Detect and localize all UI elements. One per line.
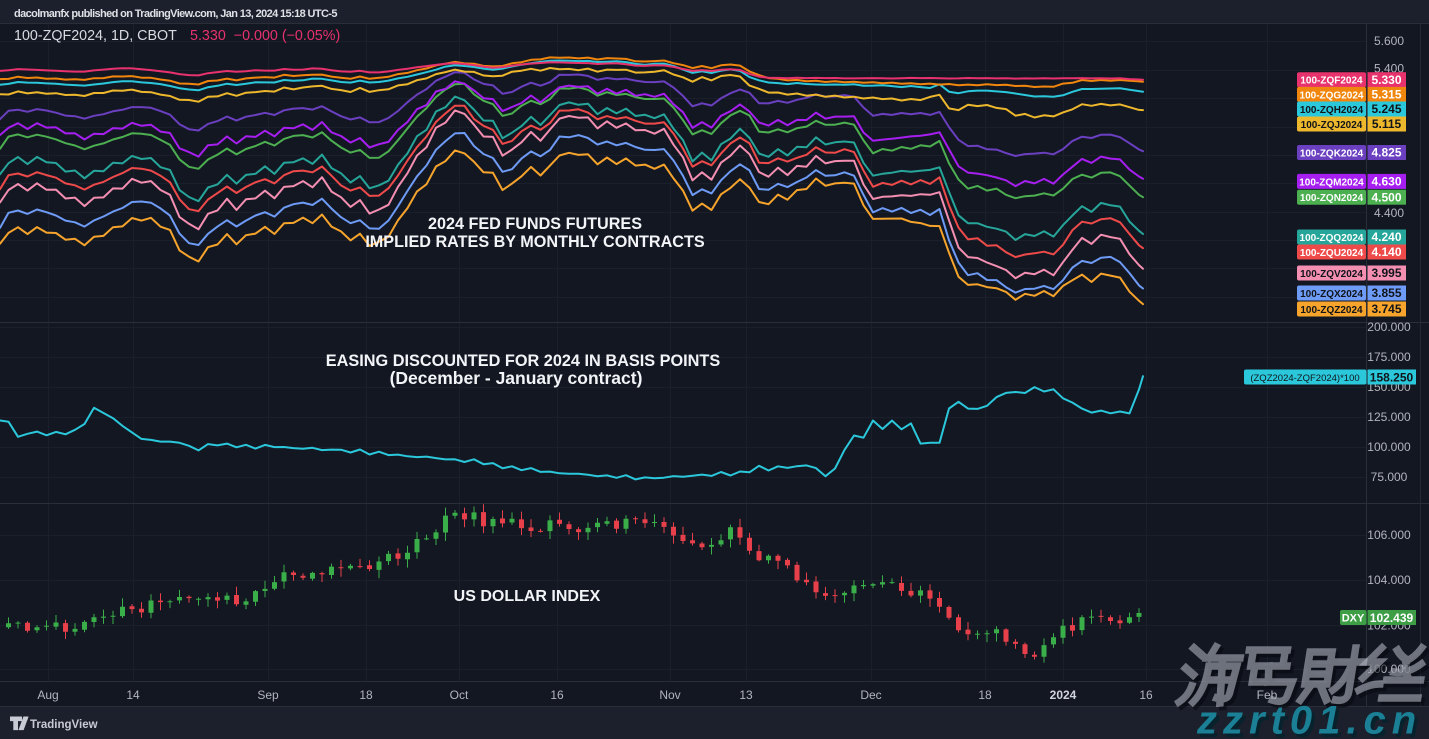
svg-text:5.600: 5.600 xyxy=(1374,34,1404,48)
svg-text:Aug: Aug xyxy=(37,688,58,702)
svg-text:(ZQZ2024-ZQF2024)*100: (ZQZ2024-ZQF2024)*100 xyxy=(1250,373,1359,384)
svg-text:18: 18 xyxy=(359,688,373,702)
svg-text:4.825: 4.825 xyxy=(1371,146,1401,160)
svg-text:100-ZQV2024: 100-ZQV2024 xyxy=(1300,269,1363,280)
svg-text:2024 FED FUNDS FUTURES: 2024 FED FUNDS FUTURES xyxy=(428,215,642,233)
svg-text:2024: 2024 xyxy=(1050,688,1077,702)
svg-text:100-ZQF2024, 1D, CBOT: 100-ZQF2024, 1D, CBOT xyxy=(14,28,177,44)
svg-text:175.000: 175.000 xyxy=(1367,350,1411,364)
svg-text:14: 14 xyxy=(126,688,140,702)
svg-text:5.245: 5.245 xyxy=(1371,102,1401,116)
svg-text:TradingView: TradingView xyxy=(30,719,98,731)
svg-text:100-ZQM2024: 100-ZQM2024 xyxy=(1299,177,1364,188)
svg-text:100-ZQG2024: 100-ZQG2024 xyxy=(1300,90,1364,101)
svg-text:4.240: 4.240 xyxy=(1371,230,1401,244)
svg-text:5.330: 5.330 xyxy=(1371,73,1401,87)
svg-text:100-ZQK2024: 100-ZQK2024 xyxy=(1300,149,1364,160)
svg-text:13: 13 xyxy=(739,688,753,702)
svg-text:US DOLLAR INDEX: US DOLLAR INDEX xyxy=(454,588,601,605)
svg-text:4.500: 4.500 xyxy=(1371,190,1401,204)
svg-text:Dec: Dec xyxy=(860,688,881,702)
svg-text:100-ZQF2024: 100-ZQF2024 xyxy=(1300,76,1363,87)
svg-text:4.140: 4.140 xyxy=(1371,245,1401,259)
svg-text:3.995: 3.995 xyxy=(1371,266,1401,280)
svg-text:100-ZQX2024: 100-ZQX2024 xyxy=(1300,289,1363,300)
svg-text:100-ZQN2024: 100-ZQN2024 xyxy=(1300,193,1364,204)
svg-text:4.400: 4.400 xyxy=(1374,206,1404,220)
svg-text:75.000: 75.000 xyxy=(1371,470,1408,484)
svg-text:dacolmanfx published on Tradin: dacolmanfx published on TradingView.com,… xyxy=(14,8,337,20)
svg-text:Nov: Nov xyxy=(659,688,680,702)
svg-text:102.439: 102.439 xyxy=(1370,611,1414,625)
svg-text:106.000: 106.000 xyxy=(1367,528,1411,542)
svg-text:100-ZQZ2024: 100-ZQZ2024 xyxy=(1300,305,1363,316)
svg-text:18: 18 xyxy=(978,688,992,702)
svg-text:100-ZQJ2024: 100-ZQJ2024 xyxy=(1301,120,1363,131)
svg-text:DXY: DXY xyxy=(1342,613,1365,625)
svg-text:IMPLIED RATES BY MONTHLY CONTR: IMPLIED RATES BY MONTHLY CONTRACTS xyxy=(365,233,705,251)
svg-text:4.630: 4.630 xyxy=(1371,175,1401,189)
svg-text:158.250: 158.250 xyxy=(1370,371,1414,385)
svg-text:100.000: 100.000 xyxy=(1367,440,1411,454)
svg-text:125.000: 125.000 xyxy=(1367,410,1411,424)
svg-text:104.000: 104.000 xyxy=(1367,573,1411,587)
svg-text:zzrt01.cn: zzrt01.cn xyxy=(1196,699,1422,739)
svg-text:5.115: 5.115 xyxy=(1372,117,1402,131)
svg-text:Sep: Sep xyxy=(257,688,279,702)
svg-text:EASING DISCOUNTED FOR 2024 IN: EASING DISCOUNTED FOR 2024 IN BASIS POIN… xyxy=(326,352,721,370)
svg-text:200.000: 200.000 xyxy=(1367,320,1411,334)
svg-text:5.330 −0.000 (−0.05%): 5.330 −0.000 (−0.05%) xyxy=(190,28,340,44)
svg-text:zzrt01.cn: zzrt01.cn xyxy=(1199,702,1425,739)
svg-text:16: 16 xyxy=(550,688,564,702)
svg-text:5.400: 5.400 xyxy=(1374,62,1404,76)
svg-text:(December - January contract): (December - January contract) xyxy=(390,368,643,388)
svg-text:5.315: 5.315 xyxy=(1371,88,1401,102)
svg-text:100-ZQH2024: 100-ZQH2024 xyxy=(1300,105,1364,116)
svg-text:100-ZQU2024: 100-ZQU2024 xyxy=(1300,248,1364,259)
svg-text:3.855: 3.855 xyxy=(1371,286,1401,300)
svg-text:100-ZQQ2024: 100-ZQQ2024 xyxy=(1300,233,1364,244)
svg-text:3.745: 3.745 xyxy=(1371,302,1401,316)
svg-text:16: 16 xyxy=(1139,688,1153,702)
svg-text:Oct: Oct xyxy=(450,688,469,702)
